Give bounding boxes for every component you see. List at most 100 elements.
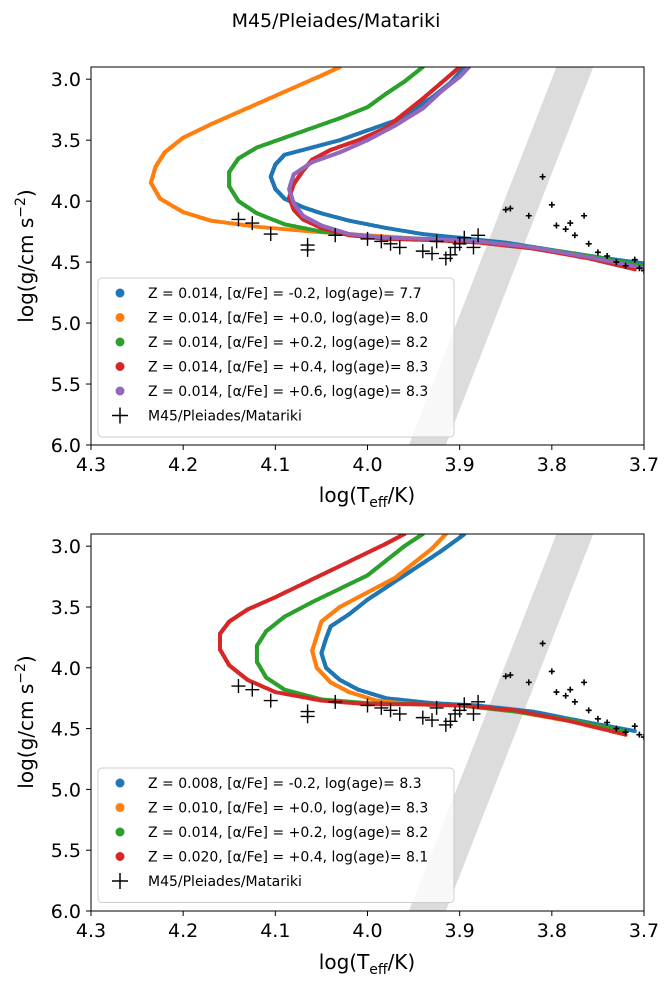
instability-strip bbox=[408, 534, 594, 911]
observation-marker bbox=[613, 259, 620, 266]
x-tick-label: 3.9 bbox=[445, 920, 475, 942]
y-tick-label: 3.0 bbox=[51, 536, 81, 558]
observation-marker bbox=[383, 703, 398, 718]
observation-marker bbox=[567, 220, 574, 227]
observation-marker bbox=[415, 244, 430, 259]
legend-marker bbox=[115, 362, 125, 371]
x-tick-label: 4.3 bbox=[76, 920, 106, 942]
observation-marker bbox=[425, 246, 440, 261]
legend-marker bbox=[112, 873, 128, 889]
x-tick-label: 4.3 bbox=[76, 454, 106, 476]
observation-marker bbox=[613, 725, 620, 732]
observation-marker bbox=[553, 689, 560, 696]
observation-marker bbox=[429, 700, 444, 715]
x-tick-label: 4.2 bbox=[168, 920, 198, 942]
observation-marker bbox=[571, 698, 578, 705]
observation-marker bbox=[585, 240, 592, 247]
observation-marker bbox=[548, 201, 555, 208]
observation-marker bbox=[622, 729, 629, 736]
x-tick-label: 4.0 bbox=[352, 920, 382, 942]
observation-marker bbox=[245, 682, 260, 697]
legend-label: Z = 0.014, [α/Fe] = -0.2, log(age)= 7.7 bbox=[148, 286, 422, 302]
x-tick-label: 4.1 bbox=[260, 920, 290, 942]
observations bbox=[231, 173, 644, 274]
legend-box bbox=[97, 767, 455, 903]
observation-marker bbox=[567, 686, 574, 693]
observation-marker bbox=[360, 231, 375, 246]
observation-marker bbox=[594, 249, 601, 256]
observation-marker bbox=[525, 212, 532, 219]
legend-label: Z = 0.020, [α/Fe] = +0.4, log(age)= 8.1 bbox=[148, 850, 428, 866]
y-tick-label: 3.0 bbox=[51, 69, 81, 91]
legend-marker bbox=[112, 407, 128, 424]
observation-marker bbox=[581, 212, 588, 219]
observation-marker bbox=[300, 709, 315, 724]
data-point bbox=[647, 262, 651, 266]
legend-box bbox=[97, 277, 455, 438]
observation-marker bbox=[360, 698, 375, 713]
observation-marker bbox=[466, 706, 481, 721]
observation-marker bbox=[562, 692, 569, 699]
legend-marker bbox=[115, 827, 125, 837]
observation-marker bbox=[507, 205, 514, 212]
observation-marker bbox=[562, 226, 569, 233]
legend-label: M45/Pleiades/Matariki bbox=[148, 874, 302, 890]
x-tick-label: 3.7 bbox=[629, 920, 659, 942]
y-tick-label: 3.5 bbox=[51, 597, 81, 619]
observation-marker bbox=[636, 265, 643, 272]
observation-marker bbox=[502, 206, 509, 213]
instability-strip bbox=[408, 67, 594, 445]
isochrone-series-3 bbox=[218, 534, 628, 737]
x-tick-label: 3.7 bbox=[629, 454, 659, 476]
plot-content bbox=[218, 534, 644, 911]
y-tick-label: 4.0 bbox=[51, 658, 81, 680]
observation-marker bbox=[466, 240, 481, 255]
legend-label: Z = 0.014, [α/Fe] = +0.0, log(age)= 8.0 bbox=[148, 311, 428, 327]
x-tick-label: 4.1 bbox=[260, 454, 290, 476]
x-tick-label: 4.0 bbox=[352, 454, 382, 476]
axis-ticks: 4.3 4.2 4.1 4.0 3.9 3.8 3.7 3.0 3.5 4.0 4.5 5.0 5.5 6… bbox=[51, 69, 659, 476]
y-tick-label: 5.0 bbox=[51, 313, 81, 335]
observation-marker bbox=[594, 715, 601, 722]
legend: Z = 0.014, [α/Fe] = -0.2, log(age)= 7.7 Z… bbox=[97, 277, 455, 438]
observation-marker bbox=[415, 710, 430, 725]
isochrone-series-1 bbox=[148, 67, 637, 267]
panel-bottom: 4.3 4.2 4.1 4.0 3.9 3.8 3.7 3.0 3.5 4.0 4.5 5.0 5.5 6… bbox=[13, 533, 659, 978]
observation-marker bbox=[263, 227, 278, 242]
x-axis-label: log(Teff/K) bbox=[319, 483, 415, 511]
legend-marker bbox=[115, 803, 125, 812]
observation-marker bbox=[457, 230, 472, 245]
legend-marker bbox=[115, 313, 125, 322]
observation-marker bbox=[328, 694, 343, 709]
y-axis-label: log(g/cm s−2) bbox=[13, 655, 38, 788]
observation-marker bbox=[263, 693, 278, 708]
x-tick-label: 3.8 bbox=[537, 454, 567, 476]
panel-top: 4.3 4.2 4.1 4.0 3.9 3.8 3.7 3.0 3.5 4.0 4.5 5.0 5.5 6… bbox=[13, 66, 659, 511]
observation-marker bbox=[425, 713, 440, 728]
legend-label: M45/Pleiades/Matariki bbox=[148, 409, 302, 425]
isochrone-series-4 bbox=[287, 67, 644, 271]
y-tick-label: 4.5 bbox=[51, 252, 81, 274]
observation-marker bbox=[374, 234, 389, 249]
y-tick-label: 5.0 bbox=[51, 779, 81, 801]
observation-marker bbox=[553, 222, 560, 229]
observation-marker bbox=[571, 232, 578, 239]
data-point bbox=[649, 262, 653, 266]
x-tick-label: 4.2 bbox=[168, 454, 198, 476]
observation-marker bbox=[429, 234, 444, 249]
x-tick-label: 3.9 bbox=[445, 454, 475, 476]
observation-marker bbox=[392, 240, 407, 255]
legend-label: Z = 0.014, [α/Fe] = +0.2, log(age)= 8.2 bbox=[148, 825, 428, 841]
observation-marker bbox=[641, 267, 644, 274]
data-point bbox=[645, 262, 649, 266]
observation-marker bbox=[548, 668, 555, 675]
observation-marker bbox=[502, 673, 509, 680]
observations bbox=[231, 640, 644, 741]
observation-marker bbox=[383, 236, 398, 251]
legend-marker bbox=[115, 337, 125, 347]
observation-marker bbox=[525, 679, 532, 686]
observation-marker bbox=[300, 242, 315, 257]
data-point bbox=[651, 263, 655, 267]
legend-marker bbox=[115, 288, 125, 298]
observation-marker bbox=[604, 719, 611, 726]
